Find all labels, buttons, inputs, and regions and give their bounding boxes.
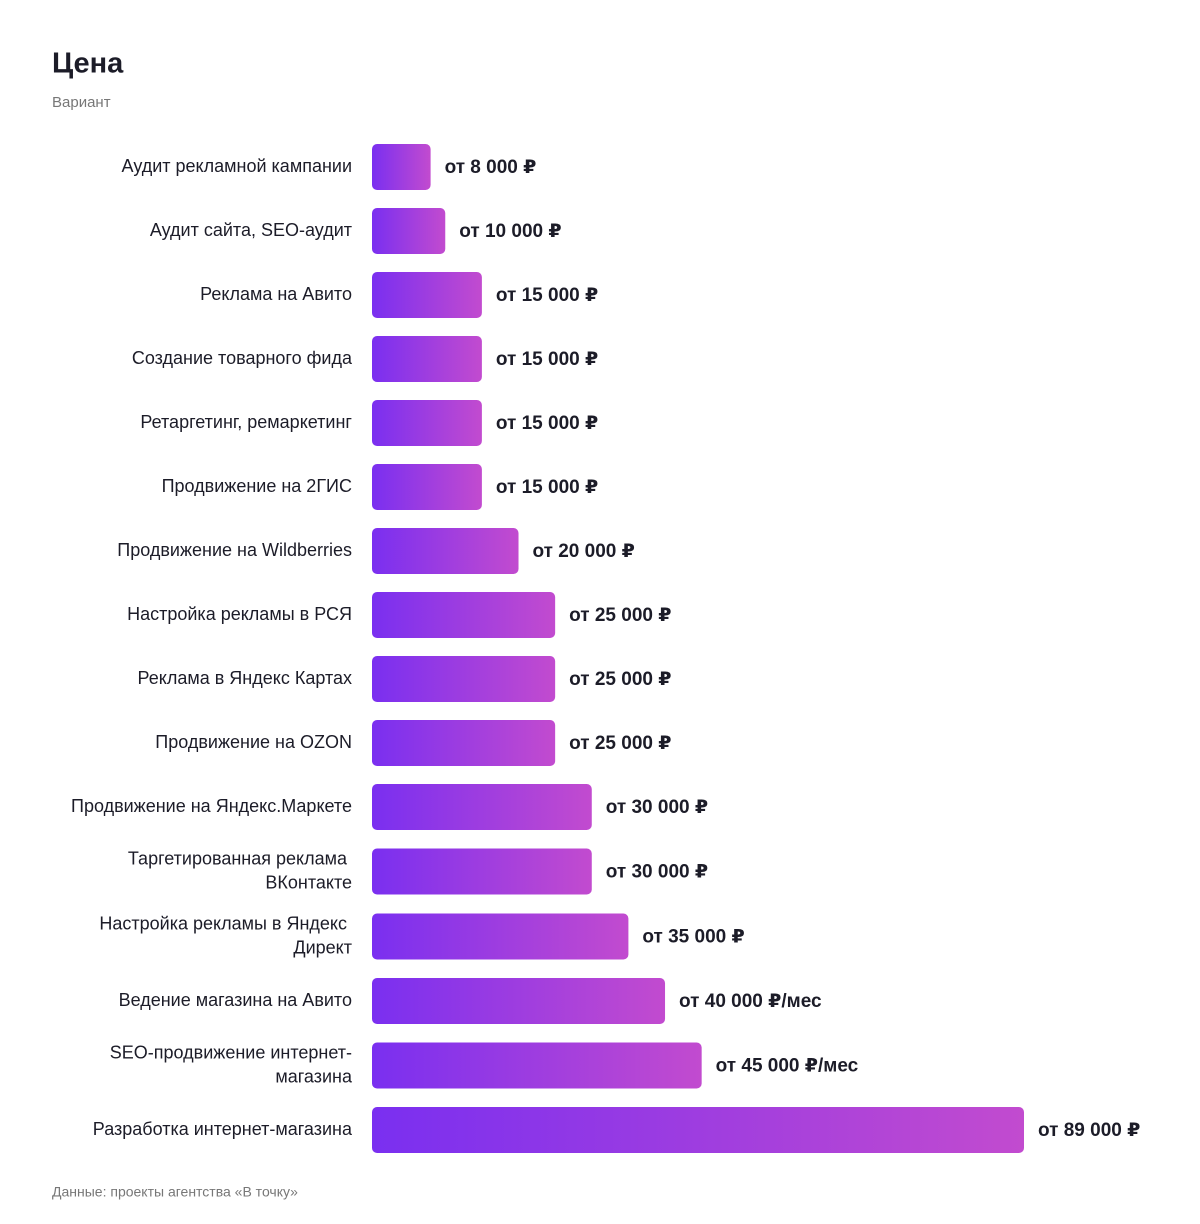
category-label: Аудит сайта, SEO-аудит [150, 220, 352, 240]
category-label: Ведение магазина на Авито [119, 990, 352, 1010]
value-label: от 25 000 ₽ [569, 605, 671, 626]
category-label: Таргетированная реклама ВКонтакте [128, 848, 352, 892]
category-label: Продвижение на Яндекс.Маркете [71, 796, 352, 816]
category-label: SEO-продвижение интернет-магазина [110, 1042, 353, 1086]
bar [372, 1107, 1024, 1153]
category-label: Разработка интернет-магазина [93, 1119, 353, 1139]
bar [372, 1042, 702, 1089]
bar [372, 464, 482, 510]
category-label: Ретаргетинг, ремаркетинг [140, 412, 352, 432]
value-label: от 15 000 ₽ [496, 349, 598, 370]
value-label: от 20 000 ₽ [533, 541, 635, 562]
value-label: от 25 000 ₽ [569, 669, 671, 690]
value-label: от 10 000 ₽ [459, 221, 561, 242]
bar [372, 400, 482, 446]
value-label: от 25 000 ₽ [569, 733, 671, 754]
category-label: Создание товарного фида [132, 348, 353, 368]
value-label: от 15 000 ₽ [496, 285, 598, 306]
category-label: Реклама в Яндекс Картах [138, 668, 352, 688]
value-label: от 89 000 ₽ [1038, 1120, 1140, 1141]
category-label: Продвижение на 2ГИС [162, 476, 352, 496]
category-label: Реклама на Авито [200, 284, 352, 304]
bar [372, 848, 592, 895]
bar [372, 592, 556, 638]
bar [372, 144, 431, 190]
value-label: от 30 000 ₽ [606, 797, 708, 818]
value-label: от 30 000 ₽ [606, 862, 708, 883]
chart-subtitle: Вариант [52, 94, 111, 111]
category-label: Аудит рекламной кампании [122, 156, 352, 176]
bar [372, 208, 446, 254]
value-label: от 15 000 ₽ [496, 413, 598, 434]
bar [372, 528, 519, 574]
value-label: от 45 000 ₽/мес [716, 1056, 859, 1077]
category-label: Продвижение на OZON [155, 732, 352, 752]
category-label: Настройка рекламы в РСЯ [127, 604, 352, 624]
bar [372, 720, 556, 766]
source-note: Данные: проекты агентства «В точку» [52, 1184, 298, 1200]
bar [372, 336, 482, 382]
chart-title: Цена [52, 48, 124, 80]
bar [372, 272, 482, 318]
category-label: Настройка рекламы в Яндекс Директ [99, 913, 352, 957]
value-label: от 8 000 ₽ [445, 157, 537, 178]
value-label: от 15 000 ₽ [496, 477, 598, 498]
bar [372, 978, 666, 1024]
value-label: от 40 000 ₽/мес [679, 991, 822, 1012]
category-label: Продвижение на Wildberries [117, 540, 352, 560]
value-label: от 35 000 ₽ [642, 927, 744, 948]
bar [372, 784, 592, 830]
bar [372, 656, 556, 702]
bar [372, 913, 629, 960]
